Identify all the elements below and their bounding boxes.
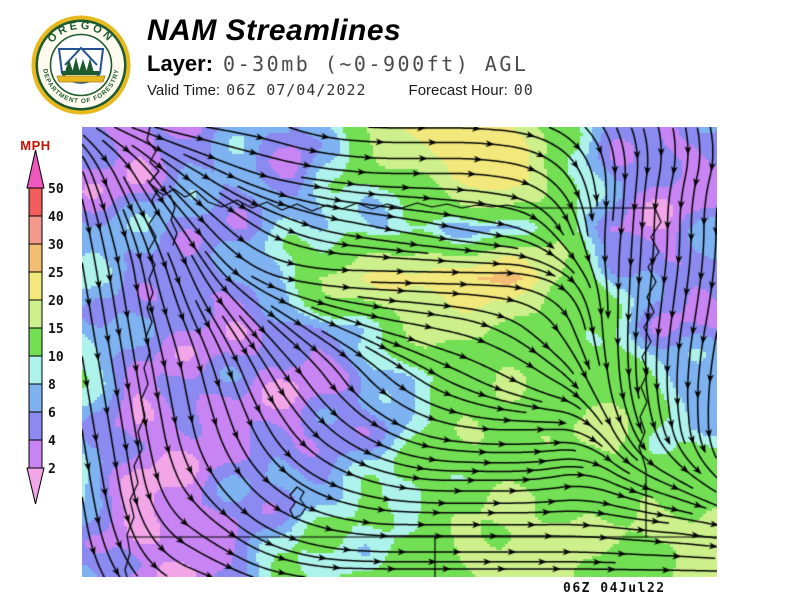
page-title: NAM Streamlines bbox=[147, 14, 402, 47]
colorbar-tick-label: 50 bbox=[48, 182, 64, 197]
colorbar-segment bbox=[28, 411, 43, 441]
colorbar-tick-label: 30 bbox=[48, 238, 64, 253]
streamline-map bbox=[82, 127, 717, 577]
colorbar-segment bbox=[28, 271, 43, 301]
forecast-hour-label: Forecast Hour: bbox=[408, 82, 508, 99]
colorbar-tick-label: 40 bbox=[48, 210, 64, 225]
colorbar-segment bbox=[28, 187, 43, 217]
colorbar-tick-label: 8 bbox=[48, 378, 56, 393]
layer-value: 0-30mb (~0-900ft) AGL bbox=[223, 52, 529, 76]
mountain-icon bbox=[64, 46, 98, 66]
valid-time-label: Valid Time: bbox=[147, 82, 221, 99]
colorbar-under-arrow bbox=[26, 467, 45, 505]
colorbar-tick-label: 15 bbox=[48, 322, 64, 337]
header: NAM Streamlines Layer: 0-30mb (~0-900ft)… bbox=[147, 14, 534, 99]
colorbar-segment bbox=[28, 355, 43, 385]
colorbar-segment bbox=[28, 215, 43, 245]
tree-icons bbox=[62, 57, 99, 75]
colorbar-over-arrow bbox=[26, 149, 45, 189]
colorbar-tick-label: 20 bbox=[48, 294, 64, 309]
colorbar-segment bbox=[28, 299, 43, 329]
colorbar-segment bbox=[28, 383, 43, 413]
colorbar-scale: 50 40 30 25 20 15 10 8 6 4 2 bbox=[26, 149, 64, 505]
colorbar-tick-label: 2 bbox=[48, 462, 56, 477]
odf-logo: OREGON DEPARTMENT OF FORESTRY bbox=[31, 15, 131, 115]
valid-time-value: 06Z 07/04/2022 bbox=[226, 81, 367, 99]
layer-line: Layer: 0-30mb (~0-900ft) AGL bbox=[147, 51, 534, 77]
speed-colorbar: MPH 50 40 30 25 20 15 10 8 6 4 2 bbox=[20, 138, 64, 505]
colorbar-segment bbox=[28, 439, 43, 469]
colorbar-segment bbox=[28, 327, 43, 357]
colorbar-tick-label: 6 bbox=[48, 406, 56, 421]
map-timestamp: 06Z 04Jul22 bbox=[563, 581, 666, 596]
colorbar-segment bbox=[28, 243, 43, 273]
layer-label: Layer: bbox=[147, 51, 214, 76]
logo-banner bbox=[56, 75, 106, 83]
colorbar-tick-label: 4 bbox=[48, 434, 56, 449]
forecast-hour-value: 00 bbox=[513, 81, 534, 99]
colorbar-tick-label: 25 bbox=[48, 266, 64, 281]
meta-line: Valid Time: 06Z 07/04/2022 Forecast Hour… bbox=[147, 81, 534, 99]
colorbar-unit-label: MPH bbox=[20, 138, 50, 153]
colorbar-tick-label: 10 bbox=[48, 350, 64, 365]
